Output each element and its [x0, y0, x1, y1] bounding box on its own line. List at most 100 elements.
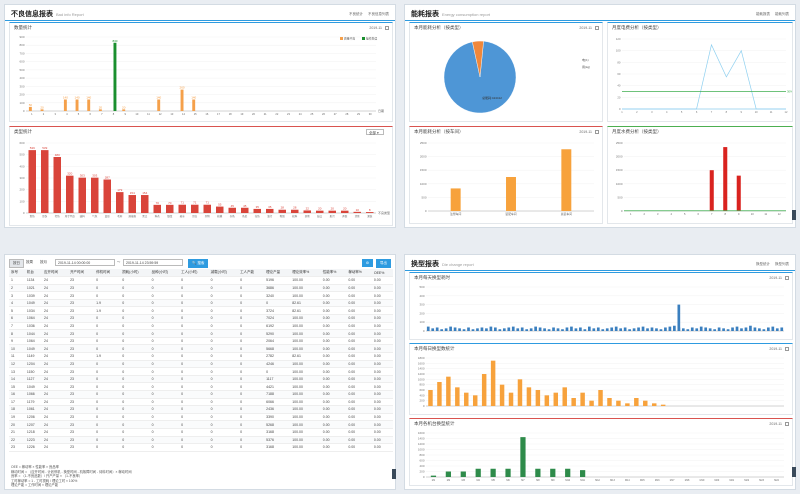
change-plan-date[interactable]: 2019-11 — [769, 422, 782, 426]
link-change-stats[interactable]: 换型统计 — [756, 262, 771, 266]
link-change-list[interactable]: 换型列表 — [775, 262, 789, 266]
column-header[interactable]: 工人(小时) — [179, 269, 209, 278]
column-header[interactable]: 性能率% — [320, 269, 347, 278]
table-row[interactable]: 16 1066 24 23 0 0 0 0 0 0 7188 100.00 0.00 0.00 0.00 — [9, 390, 393, 399]
table-row[interactable]: 6 1064 24 23 0 0 0 0 0 0 7024 100.00 0.00 0.00 0.00 — [9, 314, 393, 323]
bar — [437, 382, 442, 406]
column-header[interactable]: 工人产能 — [238, 269, 265, 278]
column-header[interactable]: 理论效率% — [290, 269, 321, 278]
energy-shop-date[interactable]: 2019-11 — [579, 130, 592, 134]
date-from-input[interactable]: 2019-11-14 00:00:00 — [55, 259, 115, 266]
link-defect-stats[interactable]: 不良统计 — [349, 12, 364, 16]
table-row[interactable]: 22 1223 24 23 0 0 0 0 0 0 5376 100.00 0.00 0.00 0.00 — [9, 436, 393, 445]
table-row[interactable]: 17 1179 24 23 0 0 0 0 0 0 6066 100.00 0.00 0.00 0.00 — [9, 398, 393, 407]
x-tick-label: M18 — [685, 479, 690, 482]
table-row[interactable]: 7 1036 24 23 0 0 0 0 0 0 6192 100.00 0.00 0.00 0.00 — [9, 322, 393, 331]
table-cell: 0 — [94, 405, 121, 414]
table-row[interactable]: 4 1049 24 23 1.9 0 0 0 0 0 0 82.61 0.00 0.00 0.00 — [9, 299, 393, 308]
bar — [507, 327, 511, 331]
table-row[interactable]: 9 1064 24 23 0 0 0 0 0 0 2064 100.00 0.00 0.00 0.00 — [9, 337, 393, 346]
table-row[interactable]: 1 1134 24 23 0 0 0 0 0 0 5196 100.00 0.00 0.00 0.00 — [9, 276, 393, 285]
column-header[interactable]: 损耗(小时) — [120, 269, 150, 278]
column-header[interactable]: 应开时间 — [42, 269, 69, 278]
column-header[interactable]: 序号 — [9, 269, 25, 278]
table-cell: 19 — [9, 413, 25, 422]
column-header[interactable]: 减载(小时) — [208, 269, 239, 278]
table-row[interactable]: 2 1021 24 23 0 0 0 0 0 0 3686 100.00 0.00 0.00 0.00 — [9, 284, 393, 293]
tab-month[interactable]: 按月 — [40, 260, 47, 264]
table-cell: 0.00 — [371, 382, 393, 391]
search-button[interactable]: 🔍 搜索 — [188, 259, 209, 268]
table-cell: 0.00 — [346, 367, 372, 376]
table-row[interactable]: 18 1061 24 23 0 0 0 0 0 0 2436 100.00 0.00 0.00 0.00 — [9, 405, 393, 414]
change-time-chart: 0 100 200 300 400 500 — [419, 285, 784, 333]
tab-week[interactable]: 按周 — [26, 260, 33, 264]
column-header[interactable]: 稼动率% — [346, 269, 372, 278]
table-cell: 0 — [94, 398, 121, 407]
bar — [565, 327, 569, 331]
x-tick-label: 漏装 — [367, 214, 373, 218]
table-row[interactable]: 15 1049 24 23 0 0 0 0 0 0 4421 100.00 0.00 0.00 0.00 — [9, 382, 393, 391]
table-cell: 24 — [42, 428, 69, 437]
scroll-handle[interactable] — [792, 210, 796, 220]
defect-count-date[interactable]: 2019-11 — [369, 26, 382, 30]
export-button[interactable]: 导出 — [376, 259, 391, 268]
table-row[interactable]: 8 1044 24 23 0 0 0 0 0 0 5290 100.00 0.00 0.00 0.00 — [9, 329, 393, 338]
export-icon[interactable] — [595, 130, 599, 134]
table-cell: 0 — [120, 420, 150, 429]
column-header[interactable]: 停机时间 — [94, 269, 121, 278]
x-tick-label: 16 — [205, 112, 208, 116]
link-energy-report[interactable]: 能耗报表 — [756, 12, 771, 16]
table-row[interactable]: 23 1226 24 23 0 0 0 0 0 0 3168 100.00 0.00 0.00 0.00 — [9, 443, 393, 452]
export-icon[interactable] — [595, 26, 599, 30]
change-count-date[interactable]: 2019-11 — [769, 347, 782, 351]
table-row[interactable]: 12 1204 24 23 0 0 0 0 0 0 4246 100.00 0.00 0.00 0.00 — [9, 360, 393, 369]
table-row[interactable]: 3 1039 24 23 0 0 0 0 0 0 3240 100.00 0.00 0.00 0.00 — [9, 291, 393, 300]
link-energy-list[interactable]: 能耗列表 — [775, 12, 789, 16]
table-cell: 0.00 — [371, 413, 393, 422]
table-row[interactable]: 21 1218 24 23 0 0 0 0 0 0 3168 100.00 0.00 0.00 0.00 — [9, 428, 393, 437]
oee-table: 序号 机台 应开时间 开产时间 停机时间 损耗(小时) 品种(小时) 工人(小时) 减载(小时)… — [9, 269, 393, 452]
tab-day[interactable]: 按日 — [9, 259, 24, 268]
scroll-handle[interactable] — [392, 469, 396, 479]
table-row[interactable]: 11 1149 24 23 1.9 0 0 0 0 0 2782 82.61 0.00 0.00 0.00 — [9, 352, 393, 361]
link-defect-list[interactable]: 不良信息列表 — [368, 12, 389, 16]
change-time-date[interactable]: 2019-11 — [769, 276, 782, 280]
defect-type-select[interactable]: 全部 ▾ — [366, 129, 384, 135]
table-row[interactable]: 14 1127 24 23 0 0 0 0 0 0 1117 100.00 0.00 0.00 0.00 — [9, 375, 393, 384]
table-cell: 0 — [120, 405, 150, 414]
column-header[interactable]: 机台 — [24, 269, 42, 278]
table-cell: 0.00 — [371, 367, 393, 376]
bar — [103, 179, 111, 213]
table-row[interactable]: 5 1034 24 23 1.9 0 0 0 0 0 3724 82.61 0.00 0.00 0.00 — [9, 306, 393, 316]
table-row[interactable]: 13 1150 24 23 0 0 0 0 0 0 0 100.00 0.00 0.00 0.00 — [9, 367, 393, 376]
table-row[interactable]: 19 1206 24 23 0 0 0 0 0 0 3390 100.00 0.00 0.00 0.00 — [9, 413, 393, 422]
table-cell: 0.00 — [346, 299, 372, 308]
export-icon[interactable] — [385, 26, 389, 30]
bar — [122, 109, 126, 111]
energy-pie-date[interactable]: 2019-11 — [579, 26, 592, 30]
table-row[interactable]: 20 1207 24 23 0 0 0 0 0 0 5268 100.00 0.00 0.00 0.00 — [9, 420, 393, 429]
column-header[interactable]: 理论产量 — [264, 269, 291, 278]
export-icon[interactable] — [785, 347, 789, 351]
table-cell: 23 — [68, 337, 95, 346]
table-cell: 0 — [149, 367, 180, 376]
y-tick-label: 0 — [621, 209, 623, 213]
x-tick-label: M8 — [536, 479, 540, 482]
x-tick-label: 拉伤 — [255, 214, 261, 218]
bar — [655, 328, 658, 331]
export-icon[interactable] — [785, 422, 789, 426]
export-icon[interactable] — [785, 276, 789, 280]
column-header[interactable]: 品种(小时) — [149, 269, 180, 278]
column-header[interactable]: 开产时间 — [68, 269, 95, 278]
table-cell: 3390 — [264, 413, 291, 422]
column-header[interactable]: OEE% — [371, 269, 393, 278]
bar — [664, 327, 667, 331]
scroll-handle[interactable] — [792, 467, 796, 477]
table-row[interactable]: 10 1049 24 23 0 0 0 0 0 0 5668 100.00 0.00 0.00 0.00 — [9, 344, 393, 354]
table-cell: 0.00 — [320, 360, 347, 369]
settings-button[interactable]: ⚙ — [361, 259, 373, 267]
date-to-input[interactable]: 2019-11-14 23:59:59 — [123, 259, 183, 266]
bar — [628, 329, 631, 331]
